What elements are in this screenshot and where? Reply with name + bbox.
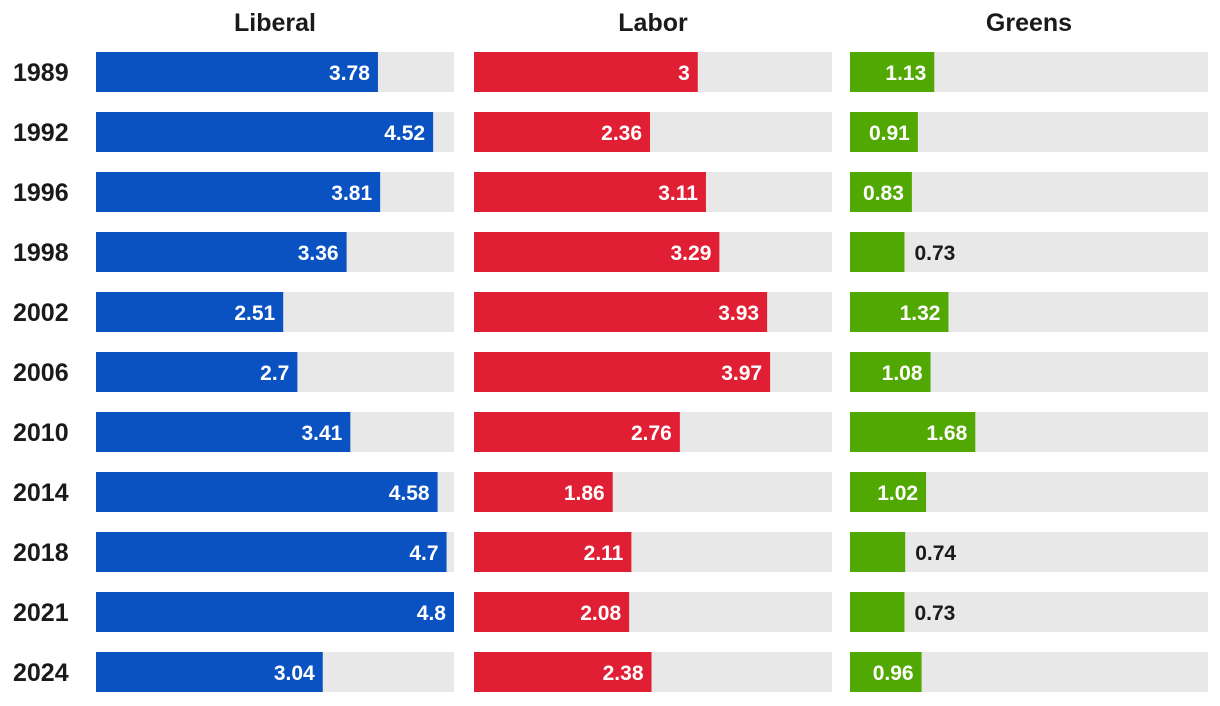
value-label-labor-1989: 3 [678, 62, 690, 85]
bar-greens-2002 [850, 292, 949, 332]
year-label-2006: 2006 [13, 359, 69, 387]
value-label-labor-1996: 3.11 [658, 182, 698, 205]
panel-title-greens: Greens [986, 9, 1072, 37]
bar-track-greens-2021 [850, 592, 1208, 632]
value-label-greens-2024: 0.96 [873, 662, 914, 685]
value-label-greens-1992: 0.91 [869, 122, 910, 145]
bar-labor-2002 [474, 292, 768, 332]
value-label-liberal-2021: 4.8 [417, 602, 447, 625]
bar-labor-1989 [474, 52, 698, 92]
bar-labor-2014 [474, 472, 613, 512]
bar-track-greens-2018 [850, 532, 1208, 572]
year-label-1998: 1998 [13, 239, 69, 267]
bar-labor-1996 [474, 172, 706, 212]
value-label-labor-1998: 3.29 [671, 242, 712, 265]
panel-title-labor: Labor [618, 9, 688, 37]
year-label-2010: 2010 [13, 419, 69, 447]
bar-liberal-2018 [96, 532, 447, 572]
value-label-liberal-2014: 4.58 [389, 482, 430, 505]
bar-greens-1989 [850, 52, 935, 92]
value-label-liberal-2010: 3.41 [301, 422, 342, 445]
panel-title-liberal: Liberal [234, 9, 316, 37]
bar-liberal-1996 [96, 172, 381, 212]
value-label-greens-2014: 1.02 [877, 482, 918, 505]
bar-greens-2006 [850, 352, 931, 392]
year-label-2014: 2014 [13, 479, 69, 507]
value-label-liberal-1996: 3.81 [331, 182, 372, 205]
value-label-greens-2021: 0.73 [914, 602, 955, 625]
value-label-liberal-2024: 3.04 [274, 662, 315, 685]
value-label-greens-2010: 1.68 [926, 422, 967, 445]
year-label-2024: 2024 [13, 659, 69, 687]
bar-greens-1998 [850, 232, 905, 272]
value-label-greens-1998: 0.73 [914, 242, 955, 265]
value-label-labor-2010: 2.76 [631, 422, 672, 445]
year-label-2021: 2021 [13, 599, 69, 627]
value-label-labor-2018: 2.11 [584, 542, 624, 565]
value-label-labor-2002: 3.93 [718, 302, 759, 325]
bar-liberal-2021 [96, 592, 454, 632]
bar-liberal-1998 [96, 232, 347, 272]
bar-greens-2024 [850, 652, 922, 692]
value-label-liberal-1992: 4.52 [384, 122, 425, 145]
value-label-liberal-2006: 2.7 [260, 362, 289, 385]
year-label-1996: 1996 [13, 179, 69, 207]
bar-track-greens-1998 [850, 232, 1208, 272]
value-label-labor-2024: 2.38 [603, 662, 644, 685]
bar-greens-2010 [850, 412, 976, 452]
bar-labor-2018 [474, 532, 632, 572]
value-label-liberal-1989: 3.78 [329, 62, 370, 85]
year-label-2002: 2002 [13, 299, 69, 327]
value-label-greens-1996: 0.83 [863, 182, 904, 205]
year-label-2018: 2018 [13, 539, 69, 567]
bar-labor-2010 [474, 412, 680, 452]
bar-liberal-2002 [96, 292, 284, 332]
value-label-liberal-2002: 2.51 [234, 302, 275, 325]
value-label-greens-1989: 1.13 [885, 62, 926, 85]
bar-greens-1992 [850, 112, 918, 152]
bar-greens-2018 [850, 532, 906, 572]
value-label-liberal-1998: 3.36 [298, 242, 339, 265]
value-label-greens-2002: 1.32 [900, 302, 941, 325]
bar-greens-1996 [850, 172, 912, 212]
value-label-labor-2014: 1.86 [564, 482, 605, 505]
bar-labor-1998 [474, 232, 720, 272]
bar-liberal-2024 [96, 652, 323, 692]
value-label-greens-2018: 0.74 [915, 542, 956, 565]
bar-labor-2021 [474, 592, 630, 632]
bar-liberal-1992 [96, 112, 434, 152]
bar-labor-2006 [474, 352, 771, 392]
value-label-labor-1992: 2.36 [601, 122, 642, 145]
value-label-liberal-2018: 4.7 [409, 542, 438, 565]
value-label-labor-2006: 3.97 [721, 362, 762, 385]
value-label-labor-2021: 2.08 [580, 602, 621, 625]
year-label-1989: 1989 [13, 59, 69, 87]
bar-labor-2024 [474, 652, 652, 692]
bar-greens-2021 [850, 592, 905, 632]
value-label-greens-2006: 1.08 [882, 362, 923, 385]
bar-liberal-2014 [96, 472, 438, 512]
bar-greens-2014 [850, 472, 927, 512]
bar-liberal-1989 [96, 52, 378, 92]
year-label-1992: 1992 [13, 119, 69, 147]
bar-liberal-2010 [96, 412, 351, 452]
bar-labor-1992 [474, 112, 651, 152]
bar-liberal-2006 [96, 352, 298, 392]
